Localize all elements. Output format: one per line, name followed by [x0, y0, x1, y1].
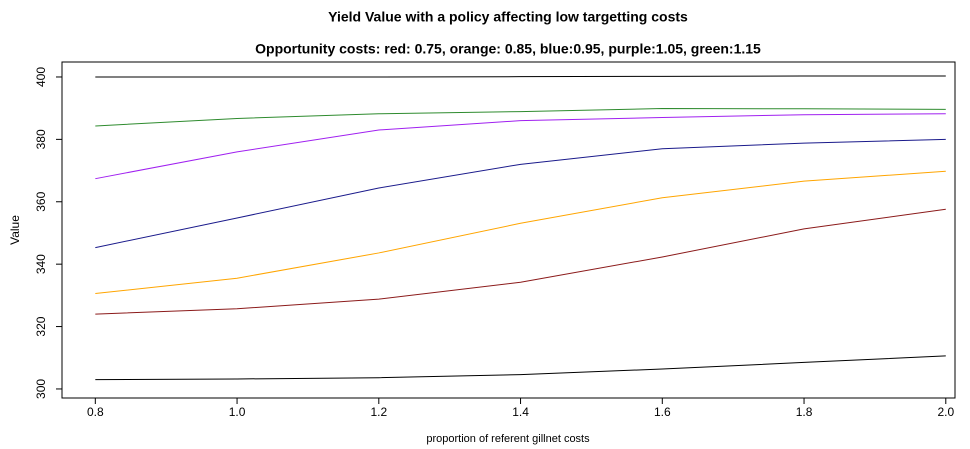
x-tick-label: 1.2 — [370, 405, 387, 419]
x-tick-label: 1.8 — [796, 405, 813, 419]
series-line — [95, 208, 946, 315]
y-tick-label: 400 — [34, 67, 48, 87]
x-tick-label: 0.8 — [87, 405, 104, 419]
x-tick-label: 1.4 — [512, 405, 529, 419]
chart-subtitle: Opportunity costs: red: 0.75, orange: 0.… — [255, 41, 761, 57]
y-tick-label: 300 — [34, 379, 48, 399]
y-tick-label: 380 — [34, 129, 48, 149]
series-line — [95, 75, 946, 78]
x-tick-label: 1.0 — [229, 405, 246, 419]
x-tick-label: 2.0 — [937, 405, 954, 419]
plot-frame — [61, 61, 956, 399]
series-line — [95, 170, 946, 294]
chart-title: Yield Value with a policy affecting low … — [328, 9, 688, 25]
series-line — [95, 355, 946, 381]
y-tick-label: 360 — [34, 191, 48, 211]
series-line — [95, 138, 946, 249]
series-line — [95, 107, 946, 127]
x-axis-label: proportion of referent gillnet costs — [426, 433, 590, 445]
x-tick-label: 1.6 — [654, 405, 671, 419]
series-line — [95, 113, 946, 180]
y-tick-label: 340 — [34, 254, 48, 274]
y-axis-label: Value — [8, 215, 22, 245]
y-tick-label: 320 — [34, 316, 48, 336]
